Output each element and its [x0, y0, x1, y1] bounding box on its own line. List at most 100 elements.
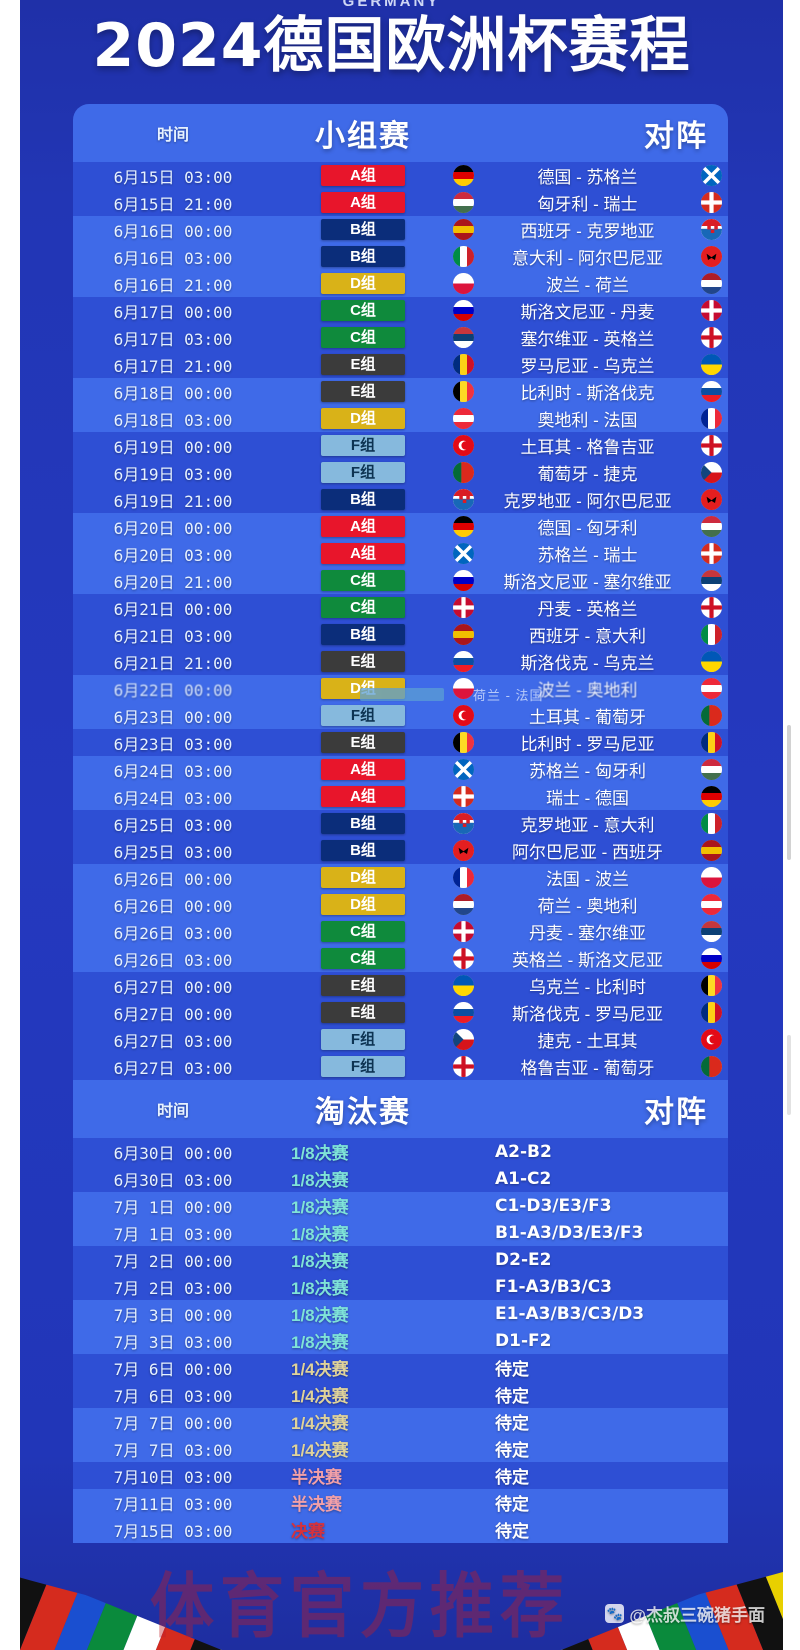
group-match-row: 6月23日 03:00 E组 比利时 - 罗马尼亚 — [73, 729, 728, 756]
knockout-match-row: 7月 1日 00:00 1/8决赛 C1-D3/E3/F3 — [73, 1192, 728, 1219]
match-time: 6月24日 03:00 — [113, 761, 233, 781]
group-tag-cell: A组 — [273, 759, 453, 780]
group-tag: D组 — [321, 894, 405, 915]
group-tag-cell: C组 — [273, 948, 453, 969]
group-match-row: 6月21日 00:00 C组 丹麦 - 英格兰 — [73, 594, 728, 621]
ko-col-header-stage: 淘汰赛 — [315, 1095, 411, 1130]
match-cell: 克罗地亚 - 意大利 — [453, 811, 728, 836]
knockout-match-row: 7月15日 03:00 决赛 待定 — [73, 1516, 728, 1543]
knockout-pairing: E1-A3/B3/C3/D3 — [495, 1303, 645, 1324]
flag-icon-away — [701, 381, 722, 402]
flag-icon-home — [453, 867, 474, 888]
group-match-row: 6月25日 03:00 B组 阿尔巴尼亚 - 西班牙 — [73, 837, 728, 864]
group-tag-cell: E组 — [273, 354, 453, 375]
knockout-pairing-cell: 待定 — [453, 1409, 728, 1434]
group-tag: B组 — [321, 219, 405, 240]
match-time: 6月27日 00:00 — [113, 977, 233, 997]
knockout-pairing-cell: 待定 — [453, 1490, 728, 1515]
match-cell: 意大利 - 阿尔巴尼亚 — [453, 244, 728, 269]
flag-icon-home — [453, 273, 474, 294]
knockout-stage-label: 1/8决赛 — [291, 1279, 349, 1298]
flag-icon-away — [701, 705, 722, 726]
match-time: 7月 1日 00:00 — [113, 1197, 233, 1217]
flag-icon-away — [701, 516, 722, 537]
group-tag-cell: C组 — [273, 597, 453, 618]
group-tag: F组 — [321, 1029, 405, 1050]
knockout-stage-label: 1/4决赛 — [291, 1441, 349, 1460]
group-match-row: 6月27日 03:00 F组 捷克 - 土耳其 — [73, 1026, 728, 1053]
watermark-text: 体育官方推荐 — [150, 1566, 570, 1649]
knockout-match-row: 6月30日 00:00 1/8决赛 A2-B2 — [73, 1138, 728, 1165]
match-teams: 荷兰 - 奥地利 — [537, 897, 638, 916]
match-cell: 斯洛伐克 - 乌克兰 — [453, 649, 728, 674]
match-teams: 捷克 - 土耳其 — [537, 1032, 638, 1051]
group-tag: E组 — [321, 975, 405, 996]
match-time: 6月26日 03:00 — [113, 923, 233, 943]
page-scrollbar-thumb[interactable] — [787, 725, 791, 860]
flag-icon-home — [453, 732, 474, 753]
knockout-pairing: 待定 — [495, 1495, 529, 1515]
flag-icon-home — [453, 354, 474, 375]
knockout-pairing-cell: B1-A3/D3/E3/F3 — [453, 1223, 728, 1243]
match-time: 7月 3日 00:00 — [113, 1305, 233, 1325]
flag-icon-home — [453, 597, 474, 618]
knockout-stage-label: 1/8决赛 — [291, 1252, 349, 1271]
group-match-row: 6月16日 00:00 B组 西班牙 - 克罗地亚 — [73, 216, 728, 243]
group-tag-cell: A组 — [273, 543, 453, 564]
match-cell: 乌克兰 - 比利时 — [453, 973, 728, 998]
match-teams: 罗马尼亚 - 乌克兰 — [520, 357, 655, 376]
group-tag: A组 — [321, 165, 405, 186]
match-time: 7月 2日 03:00 — [113, 1278, 233, 1298]
flag-icon-home — [453, 894, 474, 915]
flag-icon-away — [701, 165, 722, 186]
match-time: 6月26日 03:00 — [113, 950, 233, 970]
match-teams: 意大利 - 阿尔巴尼亚 — [511, 249, 664, 268]
knockout-match-row: 7月 2日 03:00 1/8决赛 F1-A3/B3/C3 — [73, 1273, 728, 1300]
knockout-stage-label: 决赛 — [291, 1522, 325, 1541]
flag-icon-away — [701, 300, 722, 321]
group-match-row: 6月21日 03:00 B组 西班牙 - 意大利 — [73, 621, 728, 648]
ko-col-header-time: 时间 — [156, 1101, 189, 1120]
match-time: 6月20日 03:00 — [113, 545, 233, 565]
flag-icon-home — [453, 543, 474, 564]
group-match-row: 6月25日 03:00 B组 克罗地亚 - 意大利 — [73, 810, 728, 837]
match-time: 6月17日 21:00 — [113, 356, 233, 376]
match-cell: 奥地利 - 法国 — [453, 406, 728, 431]
match-time: 6月18日 03:00 — [113, 410, 233, 430]
match-time: 7月10日 03:00 — [113, 1467, 233, 1487]
group-match-row: 6月19日 03:00 F组 葡萄牙 - 捷克 — [73, 459, 728, 486]
knockout-match-row: 7月 6日 03:00 1/4决赛 待定 — [73, 1381, 728, 1408]
match-teams: 苏格兰 - 匈牙利 — [528, 762, 647, 781]
match-teams: 阿尔巴尼亚 - 西班牙 — [511, 843, 664, 862]
flag-icon-home — [453, 570, 474, 591]
match-cell: 丹麦 - 塞尔维亚 — [453, 919, 728, 944]
group-tag: E组 — [321, 651, 405, 672]
group-tag-cell: B组 — [273, 246, 453, 267]
group-tag: A组 — [321, 543, 405, 564]
group-match-row: 6月19日 00:00 F组 土耳其 - 格鲁吉亚 — [73, 432, 728, 459]
flag-icon-home — [453, 219, 474, 240]
match-time: 6月17日 03:00 — [113, 329, 233, 349]
flag-icon-home — [453, 192, 474, 213]
knockout-stage-label: 1/4决赛 — [291, 1360, 349, 1379]
flag-icon-away — [701, 1002, 722, 1023]
match-cell: 德国 - 苏格兰 — [453, 163, 728, 188]
knockout-stage-cell: 1/8决赛 — [273, 1328, 453, 1353]
flag-icon-away — [701, 597, 722, 618]
knockout-stage-cell: 1/8决赛 — [273, 1274, 453, 1299]
knockout-pairing: A1-C2 — [495, 1168, 552, 1189]
match-time: 7月 6日 03:00 — [113, 1386, 233, 1406]
left-white-margin — [0, 0, 20, 1650]
match-time: 7月 7日 00:00 — [113, 1413, 233, 1433]
knockout-pairing: C1-D3/E3/F3 — [495, 1195, 612, 1216]
page-scrollbar-track[interactable] — [787, 0, 797, 1650]
page-scrollbar-thumb-secondary[interactable] — [787, 1035, 791, 1115]
group-match-row: 6月26日 03:00 C组 英格兰 - 斯洛文尼亚 — [73, 945, 728, 972]
group-match-row: 6月15日 03:00 A组 德国 - 苏格兰 — [73, 162, 728, 189]
group-tag-cell: C组 — [273, 300, 453, 321]
flag-icon-away — [701, 894, 722, 915]
schedule-card: 时间 小组赛 对阵 6月15日 03:00 A组 德国 - 苏格兰 6月15日 21:… — [73, 104, 728, 1543]
flag-icon-away — [701, 462, 722, 483]
flag-icon-home — [453, 921, 474, 942]
group-tag: A组 — [321, 759, 405, 780]
